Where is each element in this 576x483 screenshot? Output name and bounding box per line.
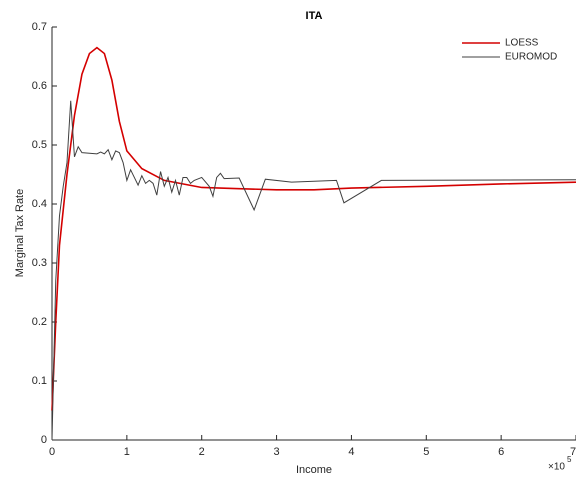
legend-label: LOESS xyxy=(505,38,539,49)
chart-title: ITA xyxy=(306,10,323,22)
line-series xyxy=(51,46,576,411)
x-multiplier-exponent: 5 xyxy=(567,455,572,464)
y-tick-label: 0.4 xyxy=(32,198,47,210)
y-tick-label: 0.7 xyxy=(32,21,47,33)
y-tick-label: 0 xyxy=(41,434,47,446)
x-tick-label: 4 xyxy=(348,446,354,458)
x-tick-label: 2 xyxy=(199,446,205,458)
y-tick-label: 0.3 xyxy=(32,257,47,269)
x-tick-label: 3 xyxy=(274,446,280,458)
x-multiplier: ×10 xyxy=(548,462,565,473)
line-series xyxy=(51,100,576,441)
y-axis-label: Marginal Tax Rate xyxy=(14,189,26,277)
x-tick-label: 1 xyxy=(124,446,130,458)
x-tick-label: 6 xyxy=(498,446,504,458)
x-tick-label: 0 xyxy=(49,446,55,458)
x-tick-label: 5 xyxy=(423,446,429,458)
y-tick-label: 0.2 xyxy=(32,316,47,328)
y-tick-label: 0.5 xyxy=(32,139,47,151)
x-axis-label: Income xyxy=(296,464,332,476)
legend-label: EUROMOD xyxy=(505,52,557,63)
y-tick-label: 0.1 xyxy=(32,375,47,387)
y-tick-label: 0.6 xyxy=(32,80,47,92)
x-tick-label: 7 xyxy=(570,446,576,458)
